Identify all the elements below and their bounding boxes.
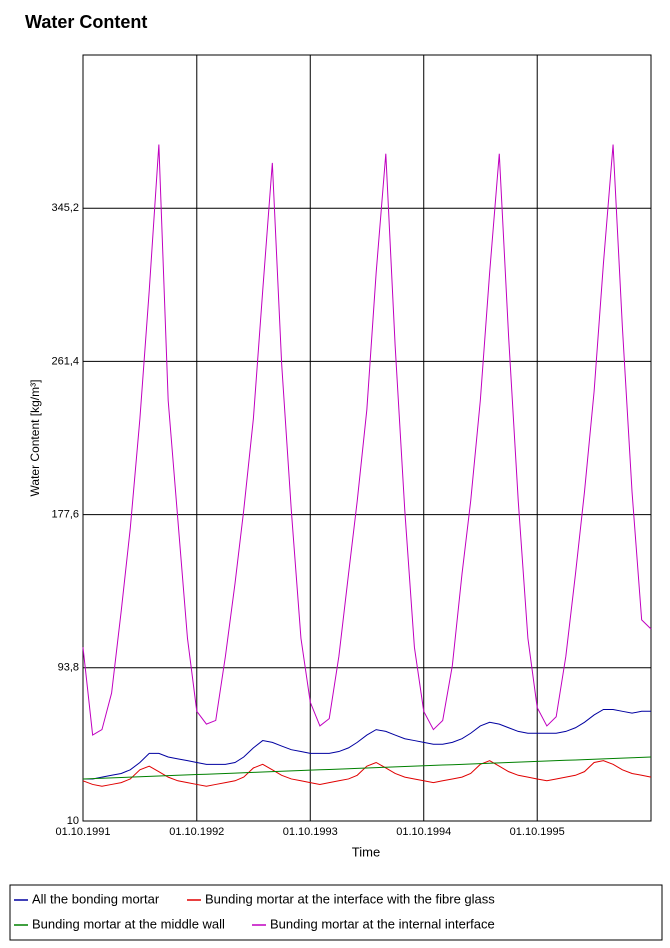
chart-title: Water Content (25, 12, 147, 32)
x-tick-label: 01.10.1991 (55, 826, 110, 838)
y-axis-label: Water Content [kg/m³] (28, 380, 42, 497)
series-line (82, 756, 652, 780)
series-line (82, 760, 652, 787)
y-tick-label: 93,8 (58, 662, 79, 674)
legend-label: Bunding mortar at the internal interface (270, 916, 495, 931)
x-axis-label: Time (352, 844, 380, 859)
x-tick-label: 01.10.1995 (510, 826, 565, 838)
legend-frame (9, 884, 663, 941)
plot-frame (82, 54, 652, 822)
y-tick-label: 10 (67, 815, 79, 827)
x-tick-label: 01.10.1994 (396, 826, 451, 838)
legend-label: All the bonding mortar (32, 891, 160, 906)
y-tick-label: 261,4 (51, 355, 79, 367)
y-tick-label: 345,2 (51, 202, 79, 214)
series-line (82, 144, 652, 736)
series-line (83, 708, 651, 780)
legend-label: Bunding mortar at the interface with the… (205, 891, 495, 906)
x-tick-label: 01.10.1993 (283, 826, 338, 838)
x-tick-label: 01.10.1992 (169, 826, 224, 838)
legend-label: Bunding mortar at the middle wall (32, 916, 225, 931)
y-tick-label: 177,6 (51, 509, 79, 521)
